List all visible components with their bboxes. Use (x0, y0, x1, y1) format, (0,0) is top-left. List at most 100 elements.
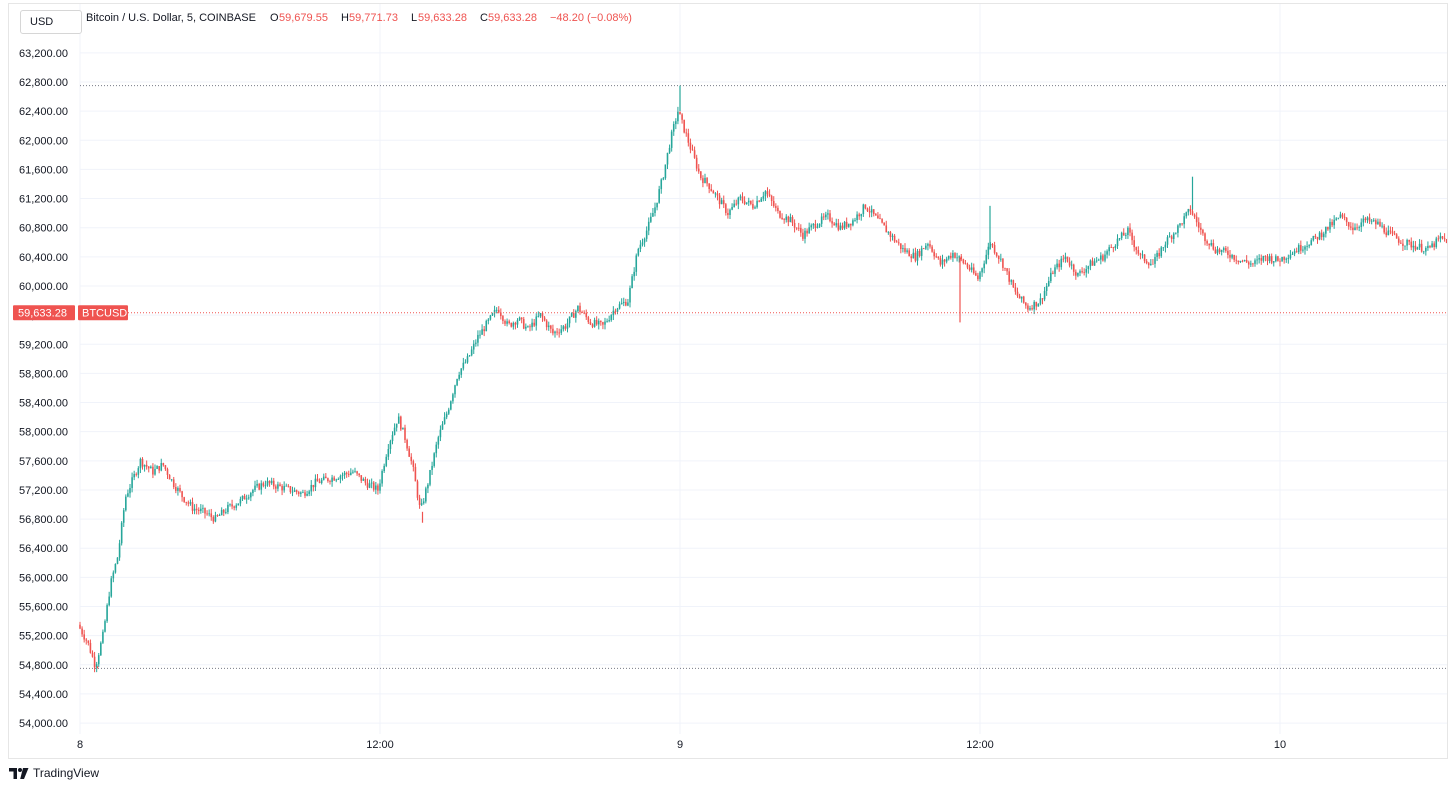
candle-body (331, 477, 333, 482)
candle-body (427, 484, 429, 489)
candle-body (420, 503, 423, 505)
candle-body (264, 485, 267, 487)
candle-body (397, 416, 400, 424)
candle-body (872, 209, 875, 214)
candle-body (575, 311, 577, 318)
candle-body (1060, 258, 1063, 268)
candle-body (185, 501, 188, 503)
candle-body (445, 413, 448, 418)
candle-body (635, 255, 638, 272)
candle-body (1322, 233, 1325, 238)
candle-body (1293, 251, 1296, 254)
candle-body (1239, 260, 1242, 263)
candle-body (1133, 240, 1135, 248)
candle-body (966, 263, 969, 268)
candle-body (1156, 252, 1158, 258)
candle-body (308, 491, 310, 494)
candle-body (675, 121, 677, 125)
candle-body (1368, 217, 1371, 222)
candle-body (985, 254, 988, 264)
candle-body (487, 319, 490, 321)
candle-body (1443, 238, 1446, 240)
candle-body (1314, 235, 1317, 237)
candle-body (122, 510, 125, 523)
price-tick-label: 60,400.00 (19, 252, 68, 264)
candle-body (556, 331, 558, 333)
candle-body (877, 215, 879, 219)
candle-body (1083, 272, 1085, 274)
candle-body (979, 272, 981, 280)
candle-body (1068, 261, 1071, 266)
candle-body (725, 204, 727, 213)
candle-body (514, 322, 517, 325)
candle-body (460, 368, 463, 375)
candle-body (743, 200, 746, 204)
candle-body (1420, 243, 1423, 252)
candle-body (702, 178, 704, 184)
candle-body (747, 200, 750, 203)
candle-body (79, 624, 81, 629)
candle-body (789, 216, 792, 223)
candle-body (910, 256, 913, 259)
candle-body (566, 323, 569, 329)
candle-body (129, 487, 131, 494)
candle-body (100, 642, 102, 656)
chart-canvas[interactable]: 63,200.00 62,800.00 62,400.00 62,000.00 61,6… (9, 4, 1447, 758)
candle-body (1120, 232, 1123, 239)
candle-body (1104, 254, 1106, 261)
candle-body (1220, 250, 1223, 252)
candle-body (160, 463, 163, 471)
candle-body (1272, 261, 1275, 263)
candle-body (1279, 260, 1281, 262)
candle-body (1445, 238, 1447, 244)
candle-body (1191, 211, 1194, 215)
candle-body (1389, 230, 1392, 232)
candle-body (1427, 245, 1429, 248)
candle-body (643, 238, 646, 243)
candle-body (902, 248, 904, 250)
candle-body (843, 221, 846, 229)
candle-body (758, 200, 760, 202)
candle-body (1316, 236, 1319, 240)
candle-body (577, 305, 579, 312)
candle-body (681, 114, 683, 120)
candle-body (716, 193, 719, 196)
candle-body (1116, 238, 1119, 247)
candle-body (337, 479, 340, 480)
candle-body (1354, 227, 1356, 231)
candle-body (1058, 263, 1060, 268)
candlestick-series (79, 85, 1447, 673)
candle-body (685, 132, 688, 134)
currency-selector[interactable]: USD (20, 10, 82, 34)
candle-body (816, 226, 819, 228)
candle-body (839, 225, 842, 230)
candle-body (710, 188, 713, 191)
candle-body (335, 479, 338, 481)
candle-body (433, 453, 435, 466)
candle-body (1302, 249, 1304, 251)
candle-body (1412, 245, 1415, 248)
candle-body (1089, 260, 1092, 267)
candle-body (689, 142, 692, 150)
candle-body (1397, 238, 1400, 243)
candle-body (918, 250, 921, 256)
candle-body (1337, 217, 1340, 219)
candle-body (527, 326, 529, 328)
candle-body (756, 200, 758, 208)
candle-body (179, 488, 181, 492)
candle-body (91, 652, 94, 657)
candle-body (402, 427, 404, 430)
candle-body (741, 196, 744, 201)
candle-body (825, 214, 827, 218)
candle-body (437, 437, 440, 445)
candle-body (431, 465, 433, 470)
candle-body (754, 207, 756, 209)
candle-body (977, 275, 979, 280)
price-tick-label: 54,800.00 (19, 660, 68, 672)
candle-body (1277, 256, 1279, 261)
candle-body (620, 303, 623, 305)
candle-body (429, 469, 431, 485)
candle-body (356, 471, 358, 474)
candle-body (1025, 302, 1027, 306)
candle-body (112, 572, 115, 579)
